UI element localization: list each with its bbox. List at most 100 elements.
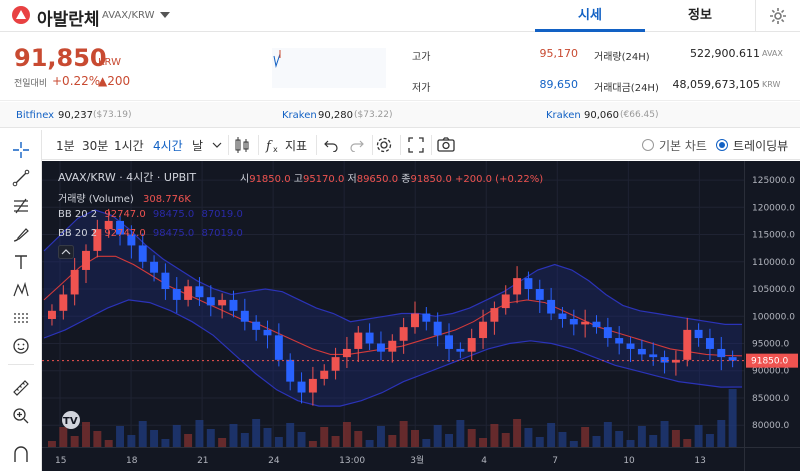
- candle-type-icon[interactable]: [233, 135, 251, 155]
- ohlc-open-label: 시: [240, 174, 250, 185]
- bollinger-upper-line: [43, 209, 742, 325]
- divider: [0, 100, 800, 101]
- candlestick-chart-svg[interactable]: 125000.0 120000.0 115000.0 110000.0 105000.0…: [42, 161, 800, 471]
- trend-line-icon[interactable]: [11, 168, 31, 188]
- volume-bar: [150, 430, 159, 447]
- candle-body: [694, 329, 703, 339]
- candle-body: [376, 343, 385, 352]
- time-axis-label: 10: [623, 456, 635, 466]
- candle-body: [615, 338, 624, 344]
- low-label: 저가: [412, 83, 431, 94]
- interval-4h[interactable]: 4시간: [153, 139, 183, 153]
- candle-body: [70, 269, 79, 295]
- bollinger-band-fill: [44, 210, 742, 407]
- divider: [316, 135, 317, 155]
- exchange-foreign-price: ($73.22): [354, 110, 393, 120]
- magnet-icon[interactable]: [11, 444, 31, 464]
- tradingview-label[interactable]: 트레이딩뷰: [733, 139, 789, 153]
- volume-bar: [433, 425, 442, 447]
- exchange-name[interactable]: Kraken: [282, 110, 317, 121]
- candle-body: [274, 335, 283, 360]
- chart-settings-gear-icon[interactable]: [375, 136, 393, 154]
- interval-1h[interactable]: 1시간: [114, 139, 144, 153]
- volume-bar: [388, 435, 397, 447]
- price-axis-label: 120000.0: [752, 203, 795, 213]
- low-value: 89,650: [539, 78, 579, 91]
- bb-upper-value: 98475.0: [152, 228, 195, 239]
- bollinger-lower-line: [43, 299, 743, 407]
- candle-body: [150, 261, 159, 273]
- text-tool-icon[interactable]: [11, 252, 31, 272]
- measure-tool-icon[interactable]: [11, 308, 31, 328]
- ohlc-high-label: 고: [293, 174, 303, 185]
- time-axis-label: 15: [55, 456, 66, 466]
- candle-body: [263, 329, 272, 336]
- exchange-name[interactable]: Kraken: [546, 110, 581, 121]
- interval-1m[interactable]: 1분: [56, 139, 75, 153]
- crosshair-icon[interactable]: [11, 140, 31, 160]
- divider: [755, 0, 756, 32]
- zoom-in-icon[interactable]: [11, 406, 31, 426]
- price-unit: KRW: [98, 57, 121, 68]
- interval-day[interactable]: 날: [192, 139, 204, 153]
- interval-chevron-down-icon[interactable]: [212, 141, 222, 149]
- coin-select-chevron-icon[interactable]: [160, 12, 170, 18]
- candle-body: [127, 234, 136, 246]
- legend-collapse-chevron-icon[interactable]: [58, 245, 74, 259]
- brush-icon[interactable]: [11, 224, 31, 244]
- candle-body: [308, 378, 317, 393]
- ohlc-low-value: 89650.0: [356, 174, 399, 185]
- tab-quote[interactable]: 시세: [535, 0, 645, 32]
- exchange-name[interactable]: Bitfinex: [16, 110, 55, 121]
- candle-body: [433, 321, 442, 336]
- volume-bar: [399, 421, 408, 447]
- volume-bar: [365, 440, 374, 447]
- volume-bar: [683, 439, 692, 447]
- candle-body: [569, 318, 578, 325]
- basic-chart-label[interactable]: 기본 차트: [659, 139, 707, 153]
- volume-legend: 거래량 (Volume) 308.776K: [58, 190, 191, 205]
- fullscreen-icon[interactable]: [407, 136, 425, 154]
- candle-body: [59, 294, 68, 311]
- settings-gear-icon[interactable]: [768, 6, 788, 26]
- volume-bar: [138, 421, 147, 447]
- indicator-button[interactable]: 지표: [285, 139, 308, 153]
- basic-chart-radio[interactable]: [642, 139, 654, 151]
- volume-legend-label: 거래량 (Volume): [58, 194, 134, 205]
- candle-body: [172, 289, 181, 300]
- volume-bar: [626, 440, 635, 447]
- price-axis-label: 125000.0: [752, 176, 795, 186]
- fib-tool-icon[interactable]: [11, 196, 31, 216]
- volume-bar: [490, 424, 499, 447]
- volume-bar: [422, 439, 431, 447]
- interval-30m[interactable]: 30분: [82, 139, 109, 153]
- volume-bar: [354, 431, 363, 447]
- redo-icon[interactable]: [350, 138, 364, 152]
- volume-bar: [274, 437, 283, 447]
- emoji-icon[interactable]: [11, 336, 31, 356]
- bb-label: BB 20 2: [58, 228, 98, 239]
- candle-body: [206, 297, 215, 306]
- candle-body: [104, 220, 113, 230]
- volume-bar: [637, 426, 646, 447]
- exchange-price: 90,280: [318, 110, 353, 121]
- tab-info[interactable]: 정보: [688, 8, 712, 23]
- pattern-tool-icon[interactable]: [11, 280, 31, 300]
- candle-body: [649, 354, 658, 358]
- coin-pair: AVAX/KRW: [102, 10, 155, 21]
- candle-body: [626, 343, 635, 349]
- candle-body: [320, 370, 329, 379]
- time-axis-label: 7: [552, 456, 558, 466]
- ruler-icon[interactable]: [11, 378, 31, 398]
- ohlc-high-value: 95170.0: [302, 174, 345, 185]
- screenshot-camera-icon[interactable]: [436, 136, 456, 154]
- chart-ohlc: 시91850.0 고95170.0 저89650.0 종91850.0 +200…: [240, 170, 543, 185]
- volume-bar: [70, 436, 79, 447]
- volume-bar: [501, 433, 510, 447]
- candle-body: [558, 313, 567, 319]
- tradingview-radio[interactable]: [716, 139, 728, 151]
- undo-icon[interactable]: [324, 138, 338, 152]
- price-chart[interactable]: 125000.0 120000.0 115000.0 110000.0 105000.0…: [42, 161, 800, 471]
